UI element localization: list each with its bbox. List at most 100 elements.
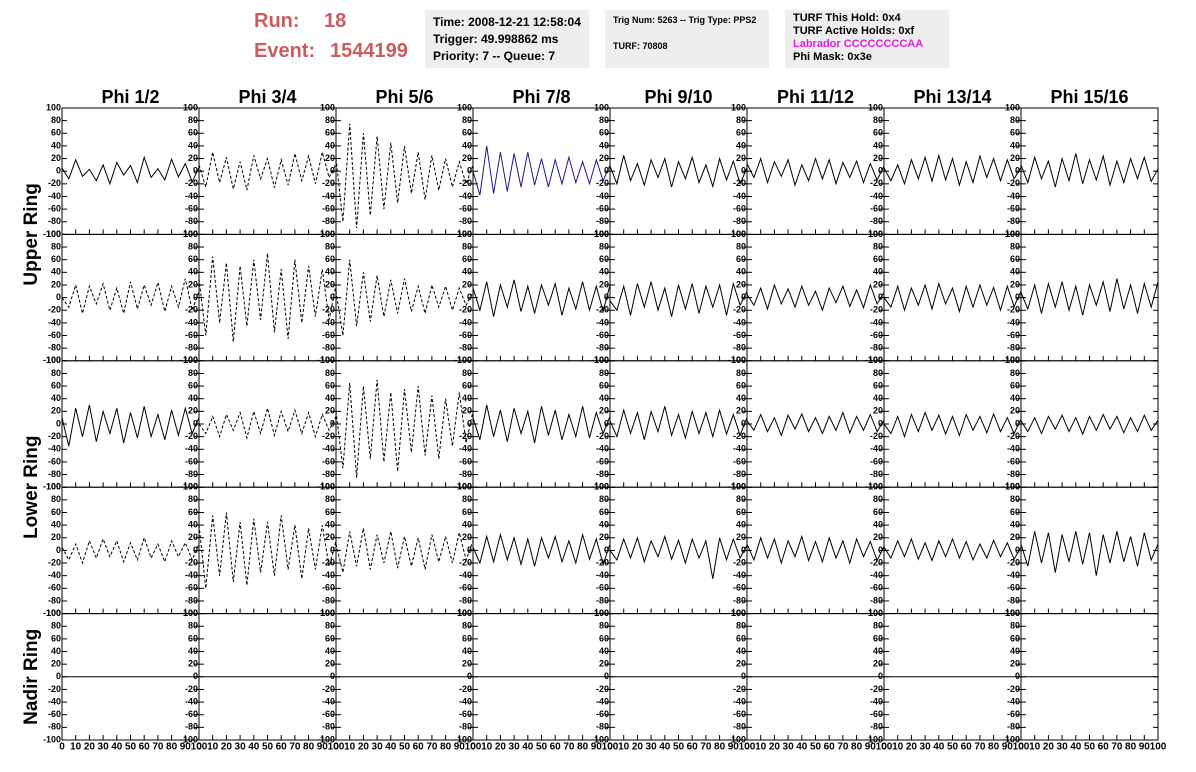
y-tick-label: 20 <box>873 532 883 542</box>
panel-frame <box>1020 107 1159 235</box>
labrador: Labrador CCCCCCCCAA <box>793 38 924 50</box>
y-tick-label: -40 <box>1007 191 1020 201</box>
y-tick-label: -20 <box>185 557 198 567</box>
y-tick-label: -20 <box>733 684 746 694</box>
x-tick-label: 10 <box>481 742 493 753</box>
y-tick-label: 60 <box>873 507 883 517</box>
y-tick-label: 60 <box>51 633 61 643</box>
y-tick-label: 0 <box>1015 166 1020 176</box>
y-tick-label: -40 <box>185 570 198 580</box>
y-tick-label: -20 <box>459 305 472 315</box>
y-tick-label: -40 <box>322 696 335 706</box>
turf-active: TURF Active Holds: 0xf <box>793 25 915 37</box>
y-tick-label: -40 <box>733 317 746 327</box>
x-tick-label: 20 <box>769 742 781 753</box>
y-tick-label: 60 <box>325 380 335 390</box>
y-tick-label: 0 <box>467 545 472 555</box>
y-tick-label: -100 <box>865 608 883 618</box>
y-tick-label: 0 <box>1015 671 1020 681</box>
y-tick-label: -60 <box>185 583 198 593</box>
panel-frame <box>609 486 748 615</box>
y-tick-label: 100 <box>731 355 746 365</box>
x-tick-label: 30 <box>509 742 521 753</box>
y-tick-label: 0 <box>467 671 472 681</box>
y-tick-label: 0 <box>741 166 746 176</box>
y-tick-label: 20 <box>325 406 335 416</box>
y-tick-label: 40 <box>51 393 61 403</box>
y-tick-label: 60 <box>736 633 746 643</box>
x-tick-label: 50 <box>536 742 548 753</box>
y-tick-label: 60 <box>1010 380 1020 390</box>
y-tick-label: -80 <box>596 595 609 605</box>
time: Time: 2008-12-21 12:58:04 <box>433 15 581 29</box>
y-tick-label: 40 <box>188 519 198 529</box>
x-tick-label: 0 <box>196 742 202 753</box>
y-tick-label: -20 <box>1007 305 1020 315</box>
column-title: Phi 3/4 <box>238 87 296 107</box>
y-tick-label: 0 <box>878 418 883 428</box>
x-tick-label: 80 <box>577 742 589 753</box>
y-tick-label: 20 <box>51 406 61 416</box>
y-tick-label: -80 <box>322 216 335 226</box>
y-tick-label: -100 <box>728 229 746 239</box>
y-tick-label: -40 <box>322 317 335 327</box>
y-tick-label: 40 <box>1010 140 1020 150</box>
y-tick-label: 20 <box>736 153 746 163</box>
y-tick-label: -80 <box>870 722 883 732</box>
y-tick-label: 100 <box>183 355 198 365</box>
y-tick-label: 20 <box>462 153 472 163</box>
y-tick-label: 60 <box>873 380 883 390</box>
panel-frame <box>746 107 885 235</box>
y-tick-label: -60 <box>185 203 198 213</box>
y-tick-label: 80 <box>873 621 883 631</box>
y-tick-label: 40 <box>599 267 609 277</box>
y-tick-label: 20 <box>51 279 61 289</box>
y-tick-label: -20 <box>1007 431 1020 441</box>
x-tick-label: 100 <box>465 742 482 753</box>
x-tick-label: 40 <box>522 742 534 753</box>
y-tick-label: 100 <box>594 355 609 365</box>
y-tick-label: -60 <box>870 456 883 466</box>
y-tick-label: 0 <box>56 418 61 428</box>
y-tick-label: -60 <box>48 330 61 340</box>
y-tick-label: 40 <box>188 646 198 656</box>
waveform <box>609 281 748 317</box>
y-tick-label: 60 <box>188 128 198 138</box>
y-tick-label: 60 <box>51 128 61 138</box>
y-tick-label: 60 <box>736 380 746 390</box>
x-tick-label: 90 <box>454 742 466 753</box>
panel-frame <box>198 107 337 235</box>
y-tick-label: 60 <box>1010 128 1020 138</box>
x-tick-label: 100 <box>191 742 208 753</box>
x-tick-label: 0 <box>470 742 476 753</box>
waveform <box>198 512 337 589</box>
y-tick-label: 60 <box>51 254 61 264</box>
y-tick-label: 0 <box>330 166 335 176</box>
y-tick-label: 40 <box>873 140 883 150</box>
x-tick-label: 50 <box>125 742 137 753</box>
y-tick-label: -80 <box>733 469 746 479</box>
y-tick-label: 40 <box>599 519 609 529</box>
y-tick-label: 0 <box>878 671 883 681</box>
y-tick-label: 20 <box>325 659 335 669</box>
y-tick-label: -20 <box>322 684 335 694</box>
y-tick-label: 40 <box>462 267 472 277</box>
x-tick-label: 50 <box>399 742 411 753</box>
y-tick-label: -80 <box>185 216 198 226</box>
y-tick-label: -100 <box>43 482 61 492</box>
y-tick-label: 40 <box>1010 519 1020 529</box>
y-tick-label: 100 <box>320 102 335 112</box>
y-tick-label: 40 <box>462 140 472 150</box>
y-tick-label: -100 <box>317 608 335 618</box>
y-tick-label: -20 <box>322 178 335 188</box>
y-tick-label: -100 <box>865 482 883 492</box>
panel-frame <box>746 486 885 615</box>
y-tick-label: -60 <box>459 583 472 593</box>
y-tick-label: 0 <box>604 418 609 428</box>
y-tick-label: 40 <box>325 519 335 529</box>
panel-frame <box>883 107 1022 235</box>
y-tick-label: 40 <box>736 140 746 150</box>
x-tick-label: 90 <box>1139 742 1151 753</box>
y-tick-label: -100 <box>865 355 883 365</box>
